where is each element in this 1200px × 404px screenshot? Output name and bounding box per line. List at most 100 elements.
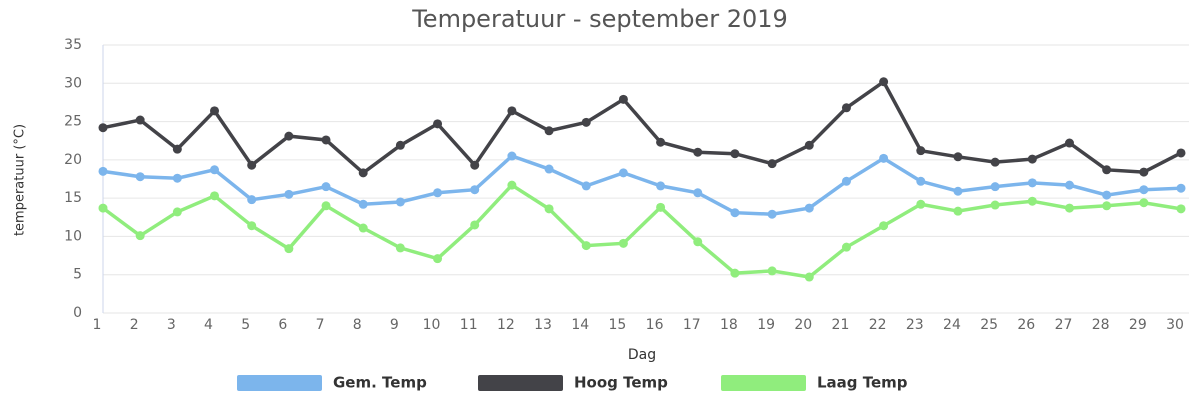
data-point [1102, 190, 1112, 200]
data-point [135, 115, 145, 125]
data-point [433, 254, 443, 264]
legend-label[interactable]: Gem. Temp [333, 374, 427, 392]
y-tick-label: 35 [64, 37, 82, 53]
data-point [210, 165, 220, 175]
data-point [1064, 180, 1074, 190]
legend-swatch[interactable] [478, 375, 563, 391]
data-point [358, 168, 368, 178]
data-point [470, 185, 480, 195]
data-point [247, 195, 257, 205]
data-point [1176, 148, 1186, 158]
series-line [101, 182, 1182, 279]
data-point [210, 191, 220, 201]
data-point [1139, 167, 1149, 177]
data-point [618, 168, 628, 178]
data-point [767, 159, 777, 169]
data-point [953, 152, 963, 162]
data-point [1176, 183, 1186, 193]
data-point [618, 94, 628, 104]
x-tick-label: 30 [1166, 317, 1184, 333]
x-tick-label: 10 [423, 317, 441, 333]
data-point [98, 166, 108, 176]
y-tick-label: 15 [64, 190, 82, 206]
data-point [1139, 198, 1149, 208]
data-point [656, 181, 666, 191]
data-point [470, 160, 480, 170]
data-point [395, 243, 405, 253]
data-point [172, 173, 182, 183]
data-point [284, 189, 294, 199]
data-point [1176, 204, 1186, 214]
x-tick-label: 15 [608, 317, 626, 333]
x-tick-label: 13 [534, 317, 552, 333]
data-point [358, 223, 368, 233]
x-tick-label: 29 [1129, 317, 1147, 333]
data-point [990, 182, 1000, 192]
data-point [656, 137, 666, 147]
data-point [804, 203, 814, 213]
legend-label[interactable]: Laag Temp [817, 374, 908, 392]
x-tick-label: 1 [93, 317, 102, 333]
x-tick-label: 22 [869, 317, 887, 333]
data-point [544, 204, 554, 214]
x-tick-label: 12 [497, 317, 515, 333]
data-point [544, 126, 554, 136]
data-point [1064, 138, 1074, 148]
data-point [1102, 201, 1112, 211]
data-point [953, 206, 963, 216]
x-tick-label: 24 [943, 317, 961, 333]
x-tick-label: 5 [241, 317, 250, 333]
x-tick-label: 11 [460, 317, 478, 333]
x-tick-label: 2 [130, 317, 139, 333]
data-point [618, 238, 628, 248]
x-tick-label: 21 [832, 317, 850, 333]
data-point [730, 149, 740, 159]
y-tick-label: 20 [64, 152, 82, 168]
x-tick-label: 20 [794, 317, 812, 333]
x-tick-label: 7 [316, 317, 325, 333]
chart-title: Temperatuur - september 2019 [411, 5, 788, 33]
data-point [507, 106, 517, 116]
data-point [433, 188, 443, 198]
data-point [98, 203, 108, 213]
series-line [102, 79, 1182, 176]
x-tick-label: 6 [278, 317, 287, 333]
data-point [953, 186, 963, 196]
data-point [730, 208, 740, 218]
x-tick-label: 26 [1017, 317, 1035, 333]
data-point [433, 119, 443, 129]
data-point [841, 176, 851, 186]
data-point [98, 123, 108, 133]
data-point [841, 242, 851, 252]
data-point [321, 201, 331, 211]
x-tick-label: 19 [757, 317, 775, 333]
data-point [990, 200, 1000, 210]
y-tick-label: 5 [73, 267, 82, 283]
data-point [916, 146, 926, 156]
x-tick-label: 16 [646, 317, 664, 333]
data-point [395, 140, 405, 150]
data-point [879, 153, 889, 163]
data-point [656, 202, 666, 212]
data-point [581, 117, 591, 127]
data-point [916, 199, 926, 209]
data-point [172, 144, 182, 154]
legend-swatch[interactable] [721, 375, 806, 391]
x-tick-label: 23 [906, 317, 924, 333]
data-point [210, 106, 220, 116]
legend-swatch[interactable] [237, 375, 322, 391]
series-line [102, 154, 1182, 216]
x-tick-label: 9 [390, 317, 399, 333]
legend-label[interactable]: Hoog Temp [574, 374, 668, 392]
x-tick-label: 3 [167, 317, 176, 333]
data-point [730, 268, 740, 278]
x-tick-label: 25 [980, 317, 998, 333]
data-point [879, 77, 889, 87]
data-point [284, 131, 294, 141]
y-axis-label: temperatuur (°C) [13, 124, 28, 236]
data-point [1027, 196, 1037, 206]
data-point [135, 231, 145, 241]
y-tick-label: 0 [73, 305, 82, 321]
data-point [1064, 203, 1074, 213]
